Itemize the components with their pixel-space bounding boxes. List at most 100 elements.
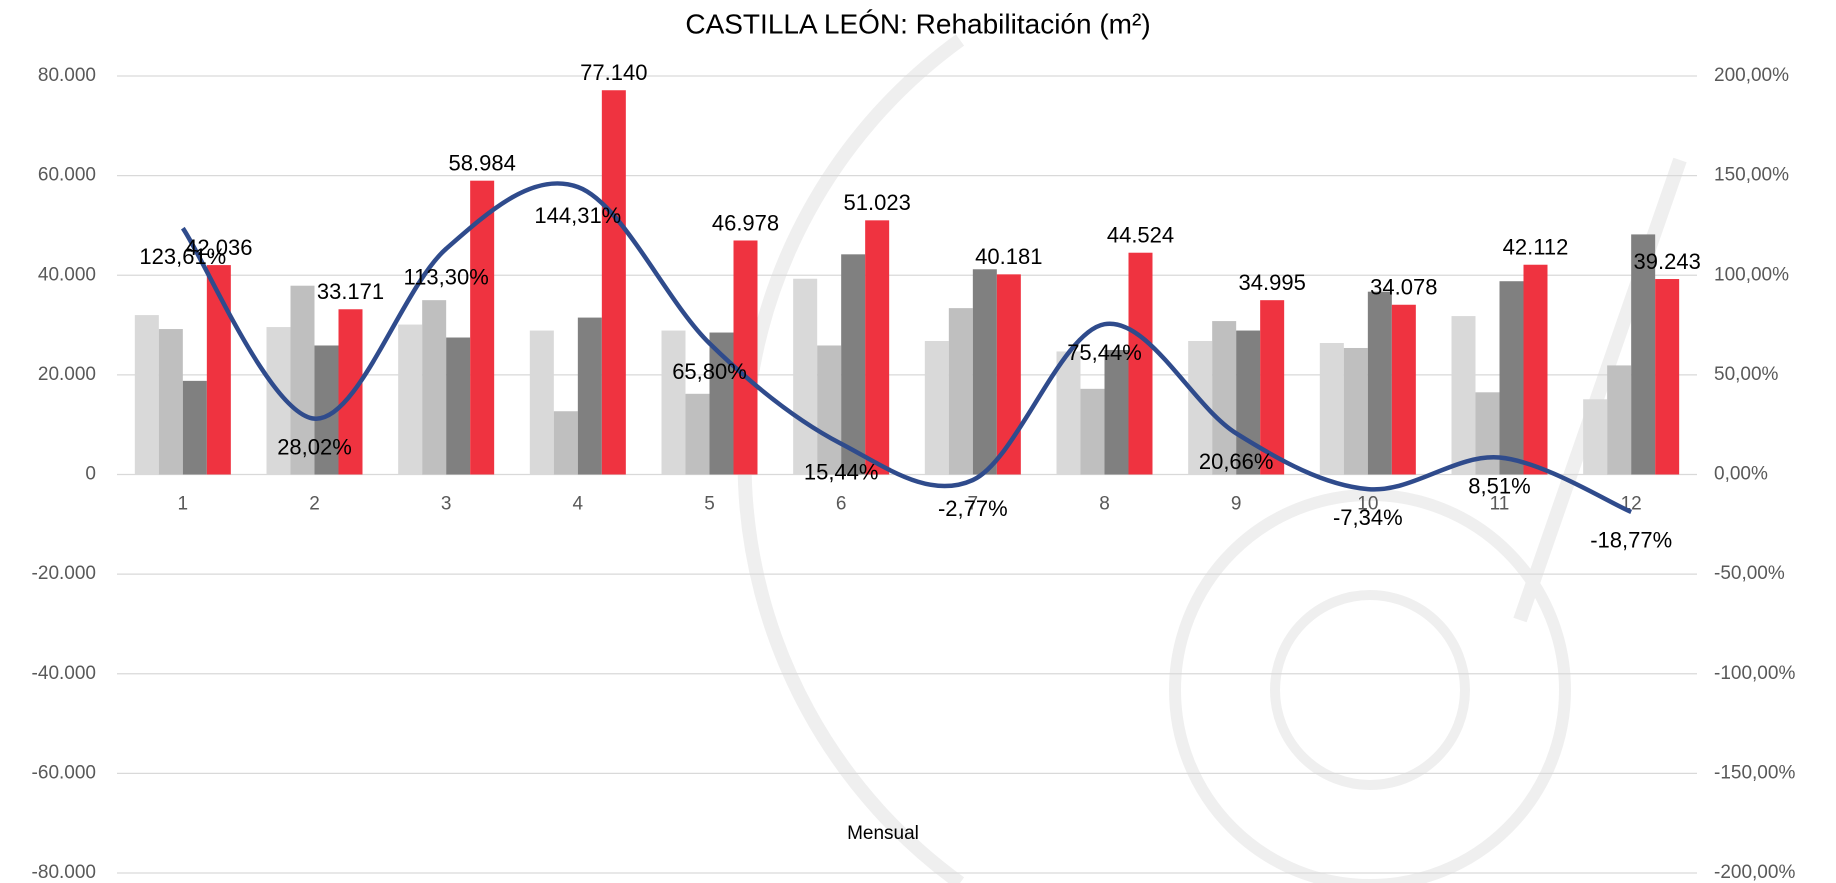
data-label: -7,34% — [1333, 505, 1403, 530]
line — [180, 181, 1633, 514]
watermark-circle — [1169, 489, 1571, 883]
bar — [1367, 291, 1392, 475]
y2-tick-label: 50,00% — [1714, 364, 1779, 385]
data-label: 34.995 — [1239, 270, 1306, 295]
bar — [1080, 388, 1105, 475]
bar — [158, 329, 183, 475]
data-label: 75,44% — [1067, 340, 1142, 365]
x-tick-label: 4 — [573, 494, 584, 515]
data-label: -2,77% — [938, 496, 1008, 521]
data-label: 46.978 — [712, 210, 779, 235]
bar — [1655, 279, 1680, 475]
bar — [1607, 365, 1632, 475]
bar — [733, 240, 758, 475]
data-label: 58.984 — [449, 150, 516, 175]
x-tick-label: 10 — [1357, 494, 1378, 515]
data-label: 44.524 — [1107, 223, 1174, 248]
bar — [865, 220, 890, 475]
bar — [1212, 321, 1237, 475]
data-label: 113,30% — [404, 265, 489, 290]
data-label: 123,61% — [139, 244, 226, 269]
x-tick-label: 2 — [309, 494, 320, 515]
bar — [1631, 234, 1656, 475]
y2-tick-label: 0,00% — [1714, 464, 1768, 485]
bar — [1343, 347, 1368, 475]
bar — [206, 265, 231, 475]
data-label: 15,44% — [804, 460, 879, 485]
y-tick-label: 0 — [85, 464, 96, 485]
bar — [1523, 264, 1548, 475]
data-label: 42.036 — [185, 235, 252, 260]
bar — [841, 254, 866, 475]
data-label: 42.112 — [1503, 235, 1569, 260]
x-tick-label: 9 — [1231, 494, 1242, 515]
bar — [924, 341, 949, 475]
bar — [182, 380, 207, 475]
bar — [1236, 330, 1261, 475]
y-tick-label: 80.000 — [38, 65, 96, 86]
data-label: 20,66% — [1199, 449, 1274, 474]
y-tick-label: 40.000 — [38, 264, 96, 285]
bar — [1319, 342, 1344, 475]
bar — [1475, 392, 1500, 475]
data-label: 40.181 — [975, 244, 1042, 269]
bar — [470, 180, 495, 475]
data-label: 34.078 — [1370, 275, 1437, 300]
x-axis-label: Mensual — [847, 823, 919, 844]
y2-tick-label: -100,00% — [1714, 663, 1795, 684]
bar — [601, 90, 626, 475]
y2-tick-label: 150,00% — [1714, 165, 1789, 186]
bar — [817, 345, 842, 475]
bar — [134, 315, 159, 475]
bar — [290, 285, 315, 475]
x-tick-label: 7 — [968, 494, 979, 515]
y2-tick-label: -150,00% — [1714, 762, 1795, 783]
chart-title: CASTILLA LEÓN: Rehabilitación (m²) — [685, 8, 1150, 39]
data-label: 8,51% — [1468, 473, 1530, 498]
bar — [1583, 399, 1608, 475]
bar — [577, 317, 602, 475]
y2-tick-label: 200,00% — [1714, 65, 1789, 86]
bar — [685, 393, 710, 475]
x-tick-label: 11 — [1490, 494, 1510, 515]
data-label: 28,02% — [277, 434, 352, 459]
data-label: 144,31% — [534, 203, 621, 228]
data-label: -18,77% — [1590, 528, 1672, 553]
bar — [1128, 252, 1153, 475]
bar — [793, 278, 818, 475]
watermark-circle — [1270, 590, 1470, 790]
bar — [553, 411, 578, 475]
bar — [948, 308, 973, 475]
bar — [422, 300, 447, 475]
y-tick-label: 60.000 — [38, 165, 96, 186]
data-label: 77.140 — [580, 60, 647, 85]
x-tick-label: 3 — [441, 494, 452, 515]
bar — [661, 330, 686, 475]
bar — [446, 337, 471, 475]
y-tick-label: 20.000 — [38, 364, 96, 385]
data-label: 33.171 — [317, 279, 384, 304]
y2-tick-label: -50,00% — [1714, 563, 1785, 584]
x-tick-label: 5 — [704, 494, 715, 515]
y-tick-label: -40.000 — [32, 663, 96, 684]
bar — [1391, 304, 1416, 475]
bar — [972, 269, 997, 475]
y-tick-label: -80.000 — [32, 862, 96, 883]
y-tick-label: -20.000 — [32, 563, 96, 584]
data-label: 65,80% — [672, 359, 747, 384]
bar — [1260, 300, 1285, 475]
bar — [1056, 351, 1081, 475]
bar — [529, 330, 554, 475]
bar — [1104, 349, 1129, 475]
x-tick-label: 8 — [1099, 494, 1110, 515]
x-tick-label: 6 — [836, 494, 847, 515]
y2-tick-label: 100,00% — [1714, 264, 1789, 285]
bar — [398, 324, 423, 475]
bar — [1451, 316, 1476, 475]
y-tick-label: -60.000 — [32, 762, 96, 783]
x-tick-label: 1 — [178, 494, 189, 515]
data-label: 51.023 — [844, 190, 911, 215]
data-label: 39.243 — [1634, 249, 1701, 274]
